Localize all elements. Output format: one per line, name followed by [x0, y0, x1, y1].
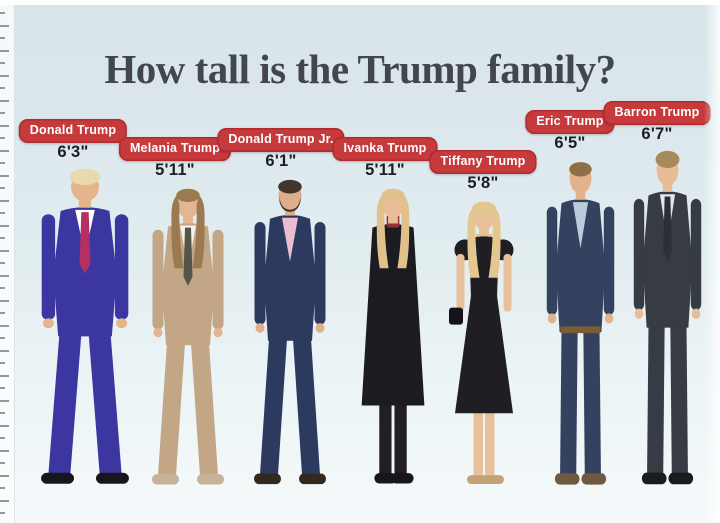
name-label-donald-trump-jr: Donald Trump Jr. — [217, 128, 345, 152]
height-value-eric-trump: 6'5" — [554, 134, 586, 152]
top-border — [0, 0, 720, 5]
figure-barron-trump — [620, 149, 715, 497]
page-title: How tall is the Trump family? — [104, 46, 616, 93]
name-label-donald-trump: Donald Trump — [18, 119, 128, 143]
figure-donald-trump-jr — [240, 176, 340, 497]
figure-ivanka-trump — [344, 185, 442, 497]
name-label-melania-trump: Melania Trump — [118, 137, 232, 161]
figure-donald-trump — [24, 167, 146, 497]
height-value-melania-trump: 5'11" — [155, 161, 195, 179]
ruler-scale — [0, 0, 15, 523]
figure-tiffany-trump — [434, 198, 534, 497]
height-value-donald-trump-jr: 6'1" — [265, 152, 297, 170]
height-value-tiffany-trump: 5'8" — [467, 174, 499, 192]
name-label-ivanka-trump: Ivanka Trump — [332, 137, 438, 161]
figure-eric-trump — [533, 158, 628, 497]
height-value-ivanka-trump: 5'11" — [365, 161, 405, 179]
name-label-barron-trump: Barron Trump — [603, 101, 711, 125]
name-label-eric-trump: Eric Trump — [525, 110, 615, 134]
name-label-tiffany-trump: Tiffany Trump — [429, 150, 537, 174]
height-value-barron-trump: 6'7" — [641, 125, 673, 143]
height-value-donald-trump: 6'3" — [57, 143, 89, 161]
figure-melania-trump — [138, 185, 238, 497]
